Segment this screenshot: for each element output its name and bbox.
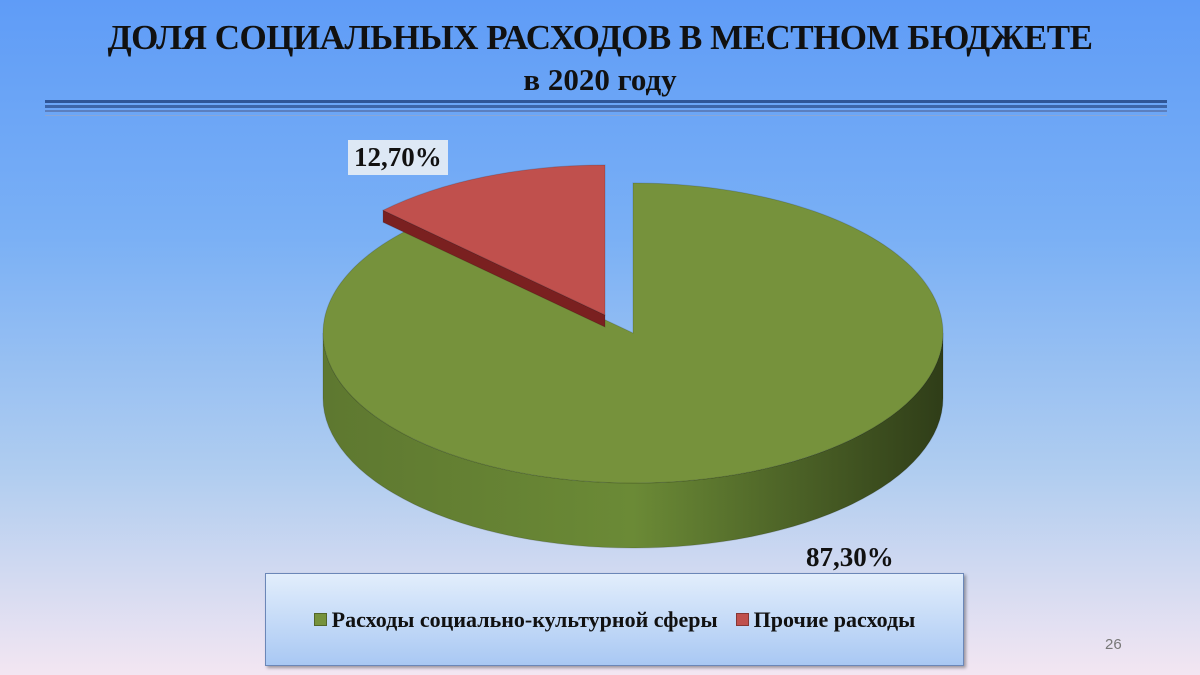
legend-swatch-social [313, 613, 327, 626]
legend-item-other: Прочие расходы [735, 606, 916, 633]
data-label-social: 87,30% [806, 542, 894, 572]
legend-label: Прочие расходы [753, 606, 916, 632]
legend-label: Расходы социально-культурной сферы [331, 606, 718, 632]
legend-swatch-other [735, 613, 749, 626]
title-divider [45, 100, 1167, 116]
data-label-other: 12,70% [348, 140, 448, 175]
pie-slice-social [322, 182, 944, 484]
page-number: 26 [1105, 636, 1122, 653]
pie-slice-other [381, 164, 606, 316]
chart-subtitle: в 2020 году [523, 62, 677, 97]
legend: Расходы социально-культурной сферы Прочи… [265, 573, 964, 666]
chart-title: ДОЛЯ СОЦИАЛЬНЫХ РАСХОДОВ В МЕСТНОМ БЮДЖЕ… [107, 18, 1093, 57]
legend-item-social: Расходы социально-культурной сферы [313, 606, 718, 633]
